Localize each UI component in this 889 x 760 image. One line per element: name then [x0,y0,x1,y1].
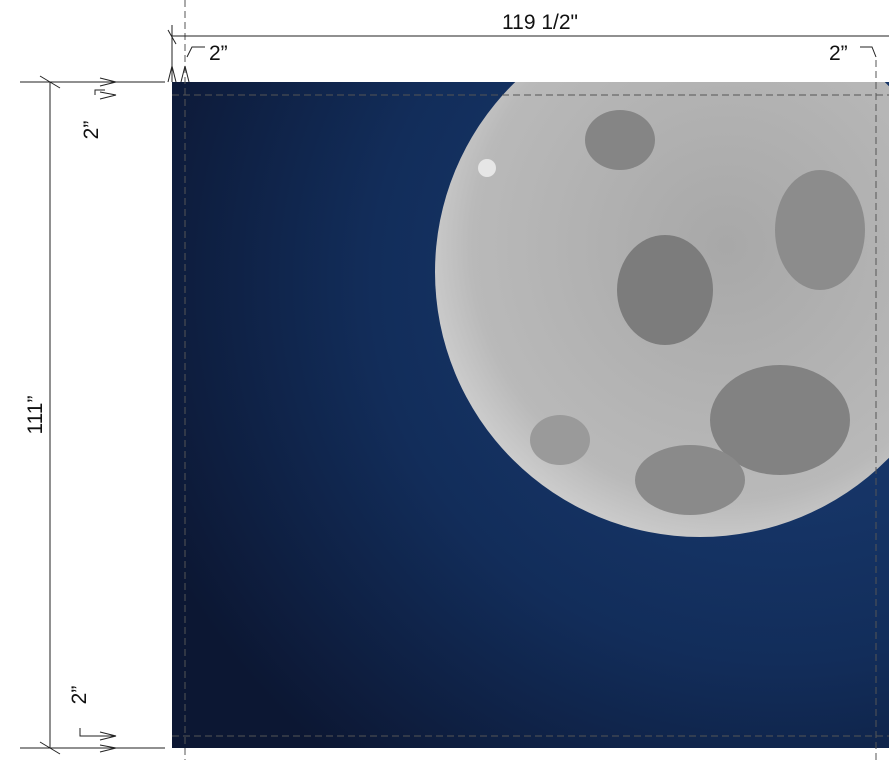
bleed-label: 2” [68,686,91,705]
width-label: 119 1/2" [502,11,578,34]
bleed-label: 2” [829,42,848,65]
height-label: 111” [24,396,47,435]
moon-image [172,82,889,748]
bleed-label: 2” [209,42,228,65]
bleed-label: 2” [80,121,103,140]
